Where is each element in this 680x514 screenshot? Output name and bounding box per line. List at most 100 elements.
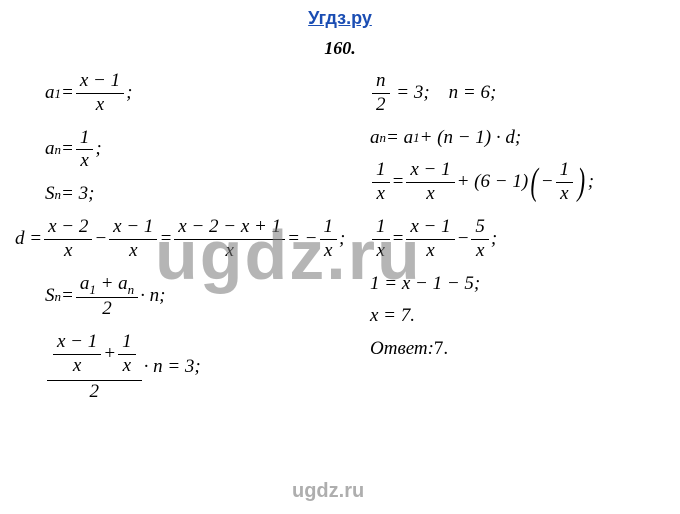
fraction: x − 2 − x + 1 x	[174, 216, 285, 263]
semicolon: ;	[491, 228, 497, 251]
numerator: 1	[556, 159, 574, 183]
var-a: a	[45, 82, 55, 105]
paren-left: (	[531, 167, 539, 197]
numerator: a1 + an	[76, 273, 138, 298]
numerator: 5	[471, 216, 489, 240]
equation-an-formula: an = a1 + (n − 1) · d;	[370, 127, 680, 150]
numerator: x − 1	[53, 331, 101, 355]
equals-neg: = −	[287, 228, 317, 251]
equation-n-over-2: n 2 = 3; n = 6;	[370, 70, 680, 117]
numerator: x − 1	[109, 216, 157, 240]
eq-3: = 3;	[392, 82, 449, 105]
fraction: x − 1 x	[109, 216, 157, 263]
equation-nested-frac: x − 1 x + 1 x 2 · n = 3;	[45, 331, 360, 404]
denominator: x	[221, 240, 237, 263]
minus: −	[94, 228, 107, 251]
equation-substitute: 1 x = x − 1 x + (6 − 1) ( − 1 x ) ;	[370, 159, 680, 206]
denominator: x	[60, 240, 76, 263]
fraction: a1 + an 2	[76, 273, 138, 321]
problem-number: 160.	[324, 38, 356, 59]
equation-solution: x = 7.	[370, 305, 680, 328]
text: 1 = x − 1 − 5;	[370, 273, 480, 296]
semicolon: ;	[339, 228, 345, 251]
var-s: S	[45, 183, 55, 206]
var-a: a	[45, 138, 55, 161]
denominator: x	[125, 240, 141, 263]
fraction: 5 x	[471, 216, 489, 263]
equals: =	[159, 228, 172, 251]
equals: =	[392, 171, 405, 194]
numerator: 1	[372, 159, 390, 183]
equals-3: = 3;	[61, 183, 94, 206]
equation-sn: Sn = 3;	[45, 183, 360, 206]
equation-an: an = 1 x ;	[45, 127, 360, 174]
fraction: x − 1 x	[76, 70, 124, 117]
equals: =	[61, 285, 74, 308]
text: x = 7.	[370, 305, 415, 328]
watermark-footer: ugdz.ru	[292, 480, 364, 503]
denominator: x	[422, 183, 438, 206]
numerator: 1	[118, 331, 136, 355]
numerator: x − 1	[406, 159, 454, 183]
equation-a1: a1 = x − 1 x ;	[45, 70, 360, 117]
answer-label: Ответ:	[370, 338, 434, 361]
equation-d: d = x − 2 x − x − 1 x = x − 2 − x + 1 x …	[15, 216, 360, 263]
fraction: x − 1 x	[406, 216, 454, 263]
numerator: x − 1	[76, 70, 124, 94]
denominator: 2	[372, 94, 390, 117]
answer-line: Ответ: 7.	[370, 338, 680, 361]
equation-linear: 1 = x − 1 − 5;	[370, 273, 680, 296]
outer-numerator: x − 1 x + 1 x	[47, 331, 142, 382]
numerator: 1	[76, 127, 94, 151]
denominator: x	[373, 240, 389, 263]
denominator: x	[373, 183, 389, 206]
right-column: n 2 = 3; n = 6; an = a1 + (n − 1) · d; 1…	[360, 70, 680, 414]
var-s: S	[45, 285, 55, 308]
inner-fraction-2: 1 x	[118, 331, 136, 378]
plus-6-1: + (6 − 1)	[457, 171, 529, 194]
fraction: 1 x	[76, 127, 94, 174]
denominator: 2	[98, 298, 116, 321]
numerator: n	[372, 70, 390, 94]
outer-denominator: 2	[86, 381, 104, 404]
eq-a: = a	[386, 127, 413, 150]
denominator: x	[92, 94, 108, 117]
plus: +	[103, 343, 116, 366]
fraction: x − 2 x	[44, 216, 92, 263]
dot-n-eq-3: · n = 3;	[144, 356, 201, 379]
neg: −	[541, 171, 554, 194]
fraction: n 2	[372, 70, 390, 117]
numerator: x − 2	[44, 216, 92, 240]
numerator: x − 2 − x + 1	[174, 216, 285, 240]
plus-an: + a	[96, 273, 128, 294]
math-content: a1 = x − 1 x ; an = 1 x ; Sn = 3; d =	[0, 70, 680, 414]
dot-n: · n;	[140, 285, 165, 308]
fraction: 1 x	[556, 159, 574, 206]
rest: + (n − 1) · d;	[420, 127, 522, 150]
fraction: 1 x	[372, 216, 390, 263]
left-column: a1 = x − 1 x ; an = 1 x ; Sn = 3; d =	[0, 70, 360, 414]
equation-sn-formula: Sn = a1 + an 2 · n;	[45, 273, 360, 321]
fraction: 1 x	[372, 159, 390, 206]
denominator: x	[76, 150, 92, 173]
inner-fraction-1: x − 1 x	[53, 331, 101, 378]
denominator: x	[556, 183, 572, 206]
d-equals: d =	[15, 228, 42, 251]
numerator: x − 1	[406, 216, 454, 240]
minus: −	[457, 228, 470, 251]
numerator: 1	[372, 216, 390, 240]
semicolon: ;	[588, 171, 594, 194]
a: a	[80, 273, 90, 294]
denominator: x	[422, 240, 438, 263]
paren-right: )	[578, 167, 586, 197]
n-eq-6: n = 6;	[449, 82, 497, 105]
outer-fraction: x − 1 x + 1 x 2	[47, 331, 142, 404]
equals: =	[61, 82, 74, 105]
numerator: 1	[320, 216, 338, 240]
site-header-link[interactable]: Угдз.ру	[308, 8, 372, 29]
answer-value: 7.	[434, 338, 448, 361]
fraction: 1 x	[320, 216, 338, 263]
semicolon: ;	[95, 138, 101, 161]
denominator: x	[119, 355, 135, 378]
equals: =	[61, 138, 74, 161]
